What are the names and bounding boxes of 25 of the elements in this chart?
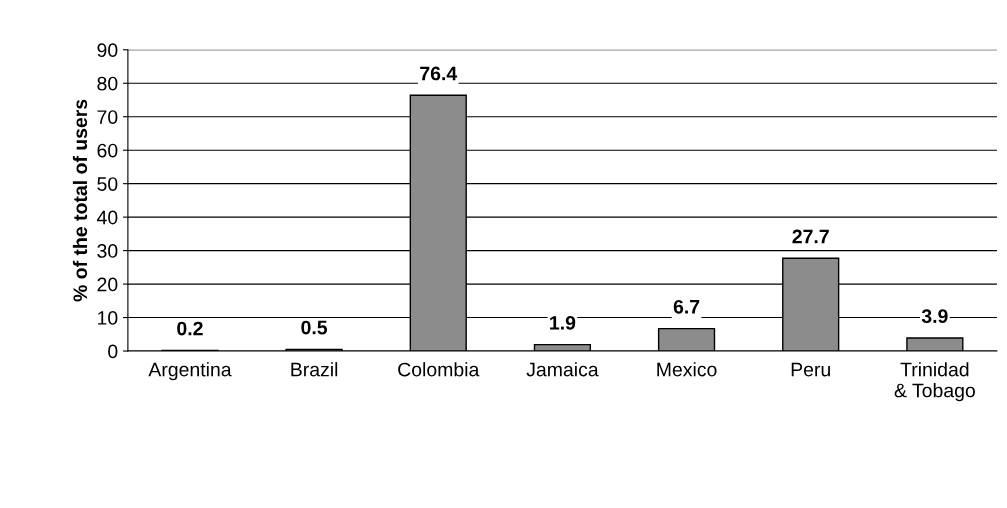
- y-tick-label: 50: [97, 177, 118, 191]
- x-tick-label: Brazil: [291, 362, 338, 377]
- y-tick-label: 90: [97, 43, 118, 58]
- data-label: 0.5: [301, 320, 328, 335]
- x-tick-label: Peru: [791, 362, 830, 377]
- y-tick-label: 80: [97, 76, 118, 91]
- x-tick-label: Mexico: [657, 362, 717, 377]
- y-tick-label: 20: [97, 277, 118, 292]
- x-tick-label: Colombia: [398, 362, 480, 377]
- y-axis-title: % of the total of users: [72, 99, 88, 302]
- data-label: 3.9: [921, 309, 948, 324]
- x-tick-label: Jamaica: [526, 362, 599, 377]
- y-tick-label: 30: [97, 244, 118, 258]
- y-tick-label: 0: [108, 344, 118, 359]
- y-tick-label: 60: [97, 143, 118, 158]
- data-label: 27.7: [792, 229, 829, 244]
- y-tick-label: 70: [97, 110, 118, 124]
- data-label: 6.7: [673, 299, 700, 314]
- data-label: 1.9: [550, 315, 576, 330]
- y-tick-label: 10: [98, 311, 118, 325]
- data-label: 76.4: [420, 66, 458, 81]
- x-tick-label: Argentina: [148, 362, 232, 381]
- y-tick-label: 40: [96, 210, 118, 225]
- data-label: 0.2: [177, 321, 203, 336]
- x-tick-label: Trinidad & Tobago: [894, 362, 975, 402]
